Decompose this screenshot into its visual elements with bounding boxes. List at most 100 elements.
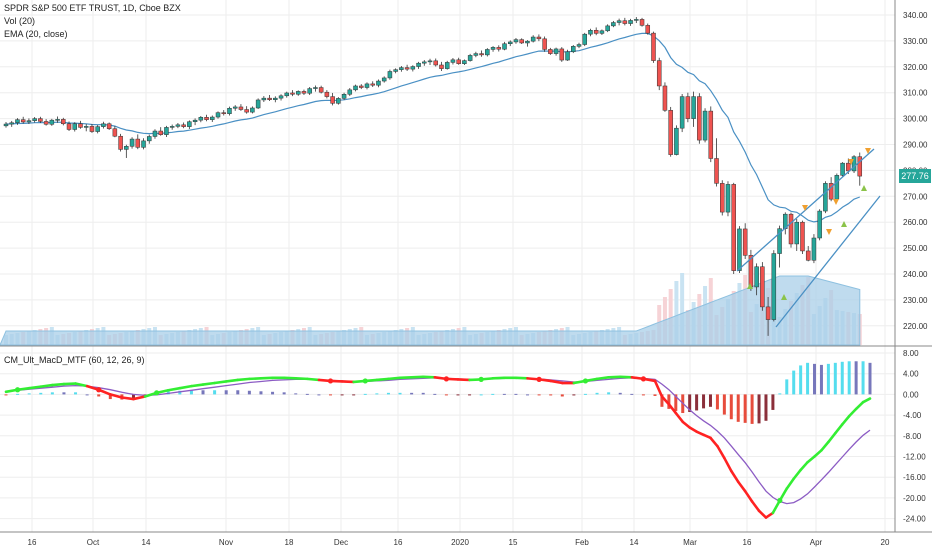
- macd-line-segment: [834, 423, 844, 435]
- macd-line-segment: [681, 420, 691, 429]
- candle-body: [823, 183, 828, 212]
- candle-body: [473, 53, 479, 56]
- candle-body: [565, 51, 570, 61]
- macd-line-segment: [840, 414, 851, 426]
- macd-histogram-bar: [433, 393, 437, 395]
- macd-legend[interactable]: CM_Ult_MacD_MTF (60, 12, 26, 9): [4, 355, 145, 365]
- candle-body: [118, 135, 123, 150]
- candle-body: [571, 46, 576, 53]
- candle-body: [20, 119, 26, 123]
- ema-legend[interactable]: EMA (20, close): [4, 29, 68, 39]
- candle-body: [616, 20, 622, 23]
- macd-histogram-bar: [750, 394, 754, 424]
- macd-histogram-bar: [757, 394, 761, 424]
- time-axis-tick: 18: [285, 538, 294, 547]
- sell-signal-marker: [848, 159, 854, 165]
- macd-histogram-bar: [329, 394, 332, 396]
- candle-body: [169, 126, 175, 128]
- macd-histogram-bar: [189, 390, 193, 395]
- macd-axis-tick: 8.00: [903, 349, 919, 358]
- candle-body: [141, 140, 146, 148]
- candle-body: [668, 110, 673, 155]
- candle-body: [273, 97, 278, 100]
- macd-histogram-bar: [236, 390, 240, 395]
- candle-body: [553, 48, 559, 54]
- candle-body: [422, 61, 427, 64]
- candle-body: [634, 19, 639, 21]
- time-axis-tick: 15: [509, 538, 518, 547]
- macd-axis-tick: -20.00: [903, 494, 926, 503]
- macd-histogram-bar: [259, 391, 263, 395]
- candle-body: [800, 221, 805, 252]
- macd-histogram-bar: [421, 392, 425, 395]
- macd-histogram-bar: [352, 394, 356, 396]
- macd-line-segment: [595, 376, 610, 381]
- candle-body: [26, 120, 32, 123]
- candle-body: [788, 213, 794, 245]
- candle-body: [496, 47, 502, 50]
- candle-body: [255, 99, 261, 109]
- macd-histogram-bar: [456, 394, 460, 396]
- macd-histogram-bar: [630, 393, 634, 395]
- candle-body: [433, 60, 438, 66]
- macd-histogram-bar: [607, 392, 611, 395]
- candle-body: [101, 123, 106, 127]
- macd-line-segment: [709, 436, 719, 448]
- candle-body: [771, 253, 777, 320]
- macd-histogram-bar: [363, 393, 367, 395]
- macd-histogram-bar: [386, 392, 390, 395]
- candle-body: [83, 126, 89, 128]
- volume-legend[interactable]: Vol (20): [4, 16, 36, 26]
- candle-body: [124, 146, 129, 150]
- candle-body: [737, 228, 742, 271]
- macd-histogram-bar: [764, 394, 768, 421]
- macd-histogram-bar: [50, 392, 54, 395]
- macd-line-segment: [660, 395, 671, 406]
- last-price-tag: 277.76: [899, 169, 931, 183]
- candle-body: [530, 36, 536, 42]
- candle-body: [164, 127, 169, 135]
- macd-histogram-bar: [549, 394, 553, 396]
- macd-cross-dot: [327, 378, 334, 384]
- macd-histogram-bar: [468, 394, 472, 396]
- candle-body: [147, 136, 152, 142]
- buy-signal-marker: [841, 221, 847, 227]
- macd-histogram-bar: [641, 394, 645, 396]
- price-axis-tick: 320.00: [903, 63, 928, 72]
- macd-line-segment: [109, 393, 124, 399]
- candle-body: [359, 85, 364, 88]
- macd-line-segment: [178, 384, 193, 390]
- macd-histogram-bar: [16, 393, 20, 395]
- macd-axis-tick: 0.00: [903, 390, 919, 399]
- candle-body: [204, 117, 209, 120]
- symbol-legend[interactable]: SPDR S&P 500 ETF TRUST, 1D, Cboe BZX: [4, 3, 181, 13]
- macd-line-segment: [674, 411, 685, 424]
- macd-line-segment: [39, 383, 54, 388]
- macd-line-segment: [861, 397, 872, 404]
- macd-line-segment: [827, 431, 837, 444]
- candle-body: [32, 118, 37, 121]
- macd-line-segment: [294, 377, 309, 381]
- candle-body: [645, 25, 651, 34]
- macd-histogram-bar: [62, 392, 66, 395]
- macd-histogram-bar: [491, 393, 495, 395]
- candle-body: [720, 183, 725, 213]
- time-axis-tick: Mar: [683, 538, 697, 547]
- candle-body: [462, 60, 467, 64]
- candle-body: [834, 175, 840, 200]
- sell-signal-marker: [865, 148, 871, 154]
- price-axis-tick: 240.00: [903, 270, 928, 279]
- candle-body: [525, 40, 530, 44]
- candle-body: [158, 130, 163, 135]
- candle-body: [106, 123, 112, 129]
- macd-line-segment: [248, 377, 263, 381]
- macd-histogram-bar: [97, 394, 101, 397]
- candle-body: [760, 266, 765, 308]
- time-axis-tick: Dec: [334, 538, 348, 547]
- macd-histogram-bar: [667, 394, 671, 409]
- candle-body: [479, 53, 484, 56]
- macd-histogram-bar: [398, 392, 402, 395]
- macd-cross-dot: [362, 378, 368, 384]
- macd-line-segment: [456, 378, 471, 382]
- candle-body: [805, 250, 811, 261]
